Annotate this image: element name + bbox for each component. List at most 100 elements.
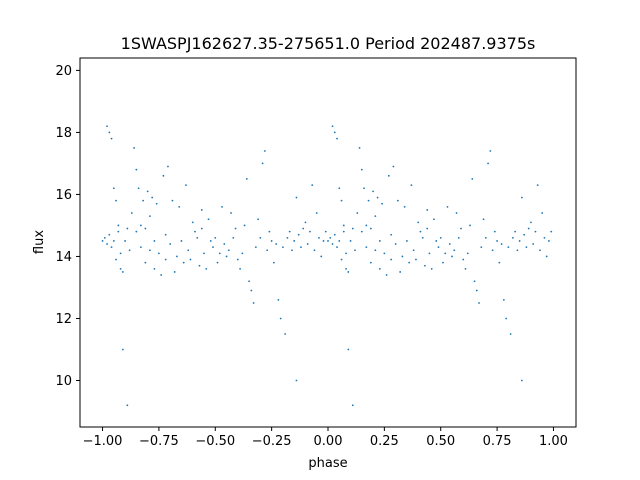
data-point xyxy=(439,236,442,239)
data-point xyxy=(162,174,165,177)
data-point xyxy=(543,236,546,239)
data-point xyxy=(417,221,420,224)
data-point xyxy=(146,190,149,193)
data-point xyxy=(153,240,156,242)
x-axis-ticks: −1.00 −0.75 −0.50 −0.25 0.00 0.25 0.50 0.75 1.00 xyxy=(83,427,568,449)
data-point xyxy=(338,240,341,242)
y-tick-label: 16 xyxy=(55,188,72,203)
data-point xyxy=(455,212,458,214)
data-point xyxy=(340,199,343,202)
x-tick-label: −0.25 xyxy=(252,434,292,449)
data-point xyxy=(221,205,223,208)
data-point xyxy=(378,267,381,270)
data-point xyxy=(502,298,505,301)
data-point xyxy=(216,261,219,264)
data-point xyxy=(315,212,318,214)
data-point xyxy=(101,240,104,242)
data-point xyxy=(254,246,257,249)
data-point xyxy=(401,255,404,258)
data-point xyxy=(117,230,120,233)
data-point xyxy=(469,224,471,227)
data-point xyxy=(261,162,264,165)
data-point xyxy=(225,255,228,258)
data-point xyxy=(424,264,426,267)
data-point xyxy=(306,243,309,245)
data-point xyxy=(194,230,196,233)
data-point xyxy=(523,233,526,236)
data-point xyxy=(428,252,431,255)
data-point xyxy=(144,227,147,230)
data-point xyxy=(541,212,544,214)
data-point xyxy=(103,236,106,239)
data-point xyxy=(106,243,108,245)
data-point xyxy=(349,240,352,242)
data-point xyxy=(550,230,553,233)
data-point xyxy=(448,243,451,245)
x-axis-label: phase xyxy=(308,456,347,471)
data-point xyxy=(527,227,530,230)
data-point xyxy=(333,233,336,236)
data-point xyxy=(412,249,415,252)
data-point xyxy=(381,202,384,205)
data-point xyxy=(277,298,280,301)
chart-title: 1SWASPJ162627.35-275651.0 Period 202487.… xyxy=(121,34,536,53)
y-tick-label: 20 xyxy=(55,64,72,79)
data-point xyxy=(520,196,523,199)
data-point xyxy=(426,209,429,211)
data-point xyxy=(347,271,350,273)
data-point xyxy=(338,187,341,190)
data-point xyxy=(487,162,489,165)
data-point xyxy=(212,246,214,249)
data-point xyxy=(464,267,467,270)
data-point xyxy=(396,199,399,202)
data-point xyxy=(378,240,381,242)
data-point xyxy=(295,379,298,382)
data-point xyxy=(144,261,147,264)
y-axis-ticks: 10 12 14 16 18 20 xyxy=(55,64,80,389)
data-point xyxy=(473,280,476,283)
data-point xyxy=(207,218,210,221)
data-point xyxy=(284,333,287,335)
data-point xyxy=(223,243,226,245)
data-point xyxy=(286,236,289,239)
data-point xyxy=(155,202,158,205)
data-point xyxy=(302,227,305,230)
data-point xyxy=(342,230,345,233)
data-point xyxy=(108,131,111,134)
data-point xyxy=(112,187,115,190)
data-point xyxy=(176,255,178,258)
data-point xyxy=(548,240,550,242)
data-point xyxy=(390,258,393,261)
data-point xyxy=(121,271,124,273)
data-point xyxy=(419,230,422,233)
data-point xyxy=(182,261,185,264)
data-point xyxy=(234,227,237,230)
data-point xyxy=(288,230,291,233)
data-point xyxy=(293,240,296,242)
x-tick-label: −1.00 xyxy=(83,434,123,449)
data-point xyxy=(137,187,140,190)
data-point xyxy=(327,240,329,242)
data-point xyxy=(534,230,537,233)
data-point xyxy=(279,317,282,320)
data-point xyxy=(196,236,199,239)
data-point xyxy=(433,218,435,221)
data-point xyxy=(518,240,521,242)
data-point xyxy=(250,289,253,292)
data-point xyxy=(164,258,167,261)
data-point xyxy=(484,236,487,239)
y-tick-label: 18 xyxy=(55,126,72,141)
data-point xyxy=(545,255,548,258)
data-point xyxy=(509,333,512,335)
data-point xyxy=(108,233,111,236)
data-point xyxy=(410,184,413,187)
data-point xyxy=(505,317,508,320)
data-point xyxy=(453,249,456,252)
data-point xyxy=(360,230,363,233)
data-point xyxy=(365,246,368,249)
data-point xyxy=(148,249,151,252)
data-point xyxy=(209,240,212,242)
data-point xyxy=(167,165,169,168)
data-point xyxy=(333,131,336,134)
data-point xyxy=(236,258,239,261)
